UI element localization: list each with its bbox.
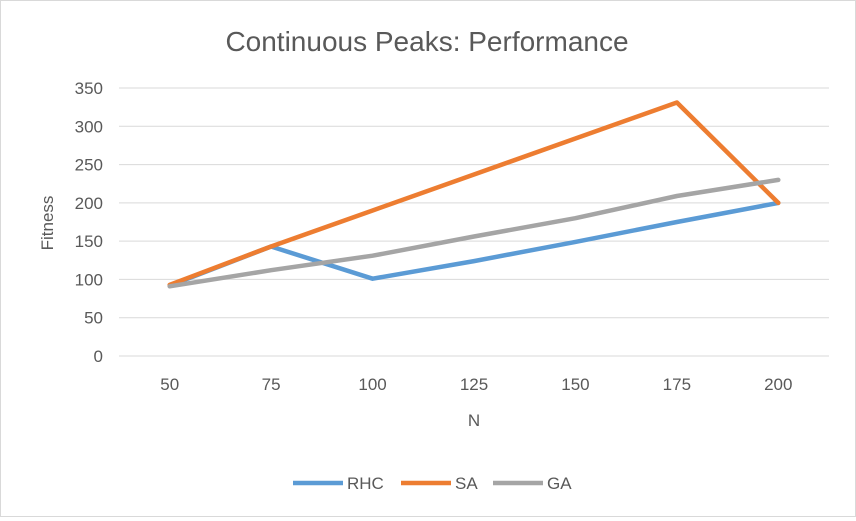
x-tick-label: 100	[358, 375, 386, 394]
legend: RHC SA GA	[293, 474, 572, 493]
series-line-ga	[167, 177, 781, 289]
y-tick-label: 350	[75, 79, 103, 98]
y-tick-label: 250	[75, 156, 103, 175]
x-axis-ticks: 50 75 100 125 150 175 200	[160, 375, 792, 394]
x-tick-label: 150	[561, 375, 589, 394]
y-axis-label: Fitness	[38, 196, 57, 251]
legend-label-sa: SA	[455, 474, 478, 493]
y-tick-label: 200	[75, 194, 103, 213]
legend-label-rhc: RHC	[347, 474, 384, 493]
y-tick-label: 300	[75, 117, 103, 136]
series-line-sa	[167, 100, 781, 288]
legend-label-ga: GA	[547, 474, 572, 493]
y-tick-label: 50	[84, 309, 103, 328]
x-tick-label: 175	[663, 375, 691, 394]
x-tick-label: 75	[262, 375, 281, 394]
x-tick-label: 50	[160, 375, 179, 394]
chart-title: Continuous Peaks: Performance	[225, 26, 628, 57]
y-tick-label: 0	[94, 347, 103, 366]
y-tick-label: 150	[75, 232, 103, 251]
gridlines	[119, 87, 829, 357]
y-tick-label: 100	[75, 270, 103, 289]
series-lines	[167, 100, 781, 289]
y-axis-ticks: 0 50 100 150 200 250 300 350	[75, 79, 103, 366]
x-tick-label: 200	[764, 375, 792, 394]
x-tick-label: 125	[460, 375, 488, 394]
x-axis-label: N	[468, 411, 480, 430]
